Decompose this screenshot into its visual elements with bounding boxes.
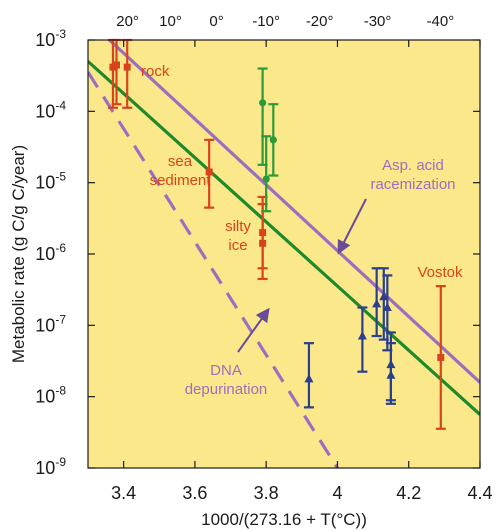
annotation-silty-ice: silty ice <box>225 218 251 254</box>
y-tick-label: 10-9 <box>35 455 66 478</box>
y-tick-label: 10-7 <box>35 312 66 335</box>
x-tick-label: 4 <box>332 483 342 503</box>
top-temp-label: 0° <box>209 13 223 30</box>
data-point-silty-ice <box>257 195 268 270</box>
data-point-Vostok <box>435 285 446 430</box>
x-tick-label: 3.8 <box>254 483 279 503</box>
annotation-rock: rock <box>141 63 170 80</box>
y-tick-label: 10-6 <box>35 241 66 264</box>
x-tick-label: 4.2 <box>396 483 421 503</box>
dna-depurination-line-1 <box>88 71 339 468</box>
x-axis-title: 1000/(273.16 + T(°C)) <box>201 510 367 529</box>
fit-line-2 <box>88 60 480 416</box>
annotation-sea-sediment: sea sediment <box>150 153 212 189</box>
axis-ticks <box>88 39 481 469</box>
annotation-dna-depurination: DNA depurination <box>185 362 268 398</box>
data-point-blue <box>357 306 368 373</box>
data-point-green <box>257 67 268 166</box>
y-tick-label: 10-5 <box>35 170 66 193</box>
top-temp-label: 10° <box>159 13 182 30</box>
racemization-arrow <box>337 198 367 255</box>
annotation-vostok: Vostok <box>417 264 463 281</box>
asp-acid-racemization-line-0 <box>108 40 480 384</box>
x-tick-label: 3.6 <box>182 483 207 503</box>
fit-lines <box>88 40 480 468</box>
annotations: rock sea sediment silty ice Vostok Asp. acid ra… <box>141 63 463 398</box>
y-tick-label: 10-8 <box>35 384 66 407</box>
data-points <box>107 38 446 430</box>
data-point-blue <box>382 274 393 352</box>
annotation-asp-acid-racemization: Asp. acid racemization <box>370 157 455 193</box>
data-point-sea-sediment <box>204 138 215 209</box>
tick-labels: 3.4 3.6 3.8 4 4.2 4.4 10-3 10-4 10-5 10-6 10-7 10-8… <box>35 13 492 503</box>
depurination-arrow <box>237 307 270 353</box>
y-axis-title: Metabolic rate (g C/g C/year) <box>9 145 28 363</box>
data-point-green <box>268 103 279 177</box>
data-point-blue <box>303 342 314 409</box>
data-point-green <box>261 135 272 213</box>
x-tick-label: 3.4 <box>111 483 136 503</box>
x-tick-label: 4.4 <box>467 483 492 503</box>
top-temp-label: 20° <box>116 13 139 30</box>
top-temp-label: -20° <box>306 13 334 30</box>
top-temp-label: -10° <box>252 13 280 30</box>
y-tick-label: 10-3 <box>35 27 66 50</box>
top-temp-label: -40° <box>427 13 455 30</box>
top-temp-label: -30° <box>364 13 392 30</box>
y-tick-label: 10-4 <box>35 98 66 121</box>
data-point-blue <box>385 331 396 402</box>
data-point-blue <box>371 267 382 338</box>
plot-background <box>88 40 480 468</box>
